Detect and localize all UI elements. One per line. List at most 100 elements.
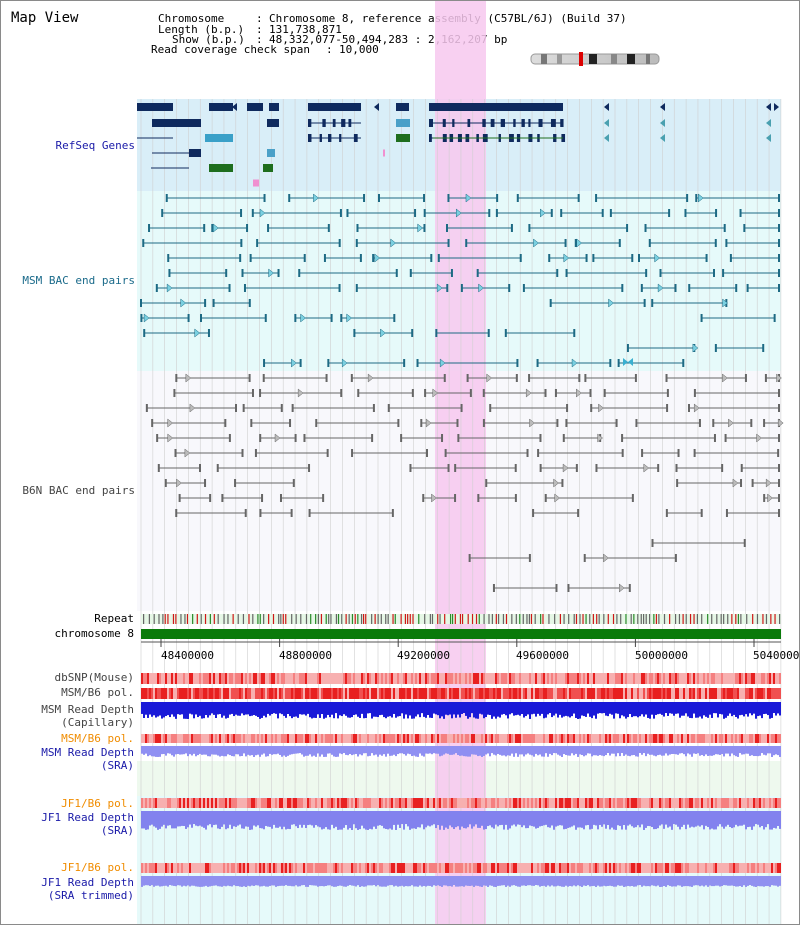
polymorphism-cell bbox=[339, 673, 341, 684]
polymorphism-cell bbox=[321, 734, 323, 743]
read-depth-bar bbox=[185, 702, 187, 719]
track-label-msm-b6-pol-1[interactable]: MSM/B6 pol. bbox=[61, 686, 134, 699]
polymorphism-cell bbox=[619, 734, 621, 743]
polymorphism-cell bbox=[521, 688, 523, 699]
read-depth-bar bbox=[309, 876, 311, 886]
read-depth-bar bbox=[339, 811, 341, 830]
polymorphism-cell bbox=[641, 863, 643, 873]
read-depth-bar bbox=[537, 702, 539, 714]
polymorphism-cell bbox=[387, 734, 389, 743]
polymorphism-cell bbox=[481, 673, 483, 684]
polymorphism-cell bbox=[493, 734, 495, 743]
read-depth-bar bbox=[227, 746, 229, 755]
read-depth-bar bbox=[347, 746, 349, 756]
polymorphism-cell bbox=[435, 734, 437, 743]
polymorphism-cell bbox=[533, 688, 535, 699]
track-label-repeat[interactable]: Repeat bbox=[94, 612, 134, 625]
polymorphism-cell bbox=[247, 863, 249, 873]
triangle-arrow-icon bbox=[425, 418, 432, 428]
polymorphism-cell bbox=[333, 673, 335, 684]
repeat-element bbox=[424, 614, 426, 624]
polymorphism-cell bbox=[739, 798, 741, 808]
read-depth-bar bbox=[363, 702, 365, 719]
track-label-jf1-b6-pol-2[interactable]: JF1/B6 pol. bbox=[61, 861, 134, 874]
track-label-refseq[interactable]: RefSeq Genes bbox=[55, 139, 135, 152]
read-depth-bar bbox=[437, 811, 439, 826]
read-depth-bar bbox=[461, 811, 463, 827]
polymorphism-cell bbox=[687, 688, 689, 699]
read-depth-bar bbox=[333, 811, 335, 829]
track-label-msm-depth-cap-1[interactable]: MSM Read Depth bbox=[41, 703, 134, 716]
read-depth-bar bbox=[229, 811, 231, 825]
read-depth-bar bbox=[499, 702, 501, 718]
read-depth-bar bbox=[175, 746, 177, 755]
polymorphism-cell bbox=[405, 863, 407, 873]
read-depth-bar bbox=[207, 746, 209, 757]
repeat-element bbox=[663, 614, 666, 624]
polymorphism-cell bbox=[613, 863, 615, 873]
polymorphism-cell bbox=[717, 734, 719, 743]
gene-exon bbox=[308, 119, 312, 127]
read-depth-bar bbox=[355, 876, 357, 887]
read-depth-bar bbox=[531, 876, 533, 886]
read-depth-bar bbox=[209, 811, 211, 825]
bac-end-tick bbox=[262, 374, 265, 382]
read-depth-bar bbox=[707, 746, 709, 756]
polymorphism-cell bbox=[761, 734, 763, 743]
read-depth-bar bbox=[579, 702, 581, 719]
read-depth-bar bbox=[757, 702, 759, 717]
polymorphism-cell bbox=[595, 688, 597, 699]
repeat-element bbox=[696, 614, 699, 624]
read-depth-bar bbox=[257, 811, 259, 826]
triangle-arrow-icon bbox=[598, 403, 604, 413]
bac-end-tick bbox=[698, 419, 701, 427]
read-depth-bar bbox=[699, 746, 701, 756]
polymorphism-cell bbox=[567, 798, 569, 808]
polymorphism-cell bbox=[243, 673, 245, 684]
polymorphism-cell bbox=[719, 673, 721, 684]
read-depth-bar bbox=[629, 702, 631, 715]
track-label-dbsnp[interactable]: dbSNP(Mouse) bbox=[54, 671, 134, 684]
read-depth-bar bbox=[557, 702, 559, 718]
polymorphism-cell bbox=[401, 863, 403, 873]
track-label-msm-bac[interactable]: MSM BAC end pairs bbox=[22, 274, 135, 287]
track-label-jf1-depth-sra-1[interactable]: JF1 Read Depth bbox=[41, 811, 134, 824]
polymorphism-cell bbox=[737, 798, 739, 808]
read-depth-bar bbox=[217, 702, 219, 715]
polymorphism-cell bbox=[709, 863, 711, 873]
read-depth-bar bbox=[767, 702, 769, 716]
bac-end-tick bbox=[595, 464, 598, 472]
track-label-jf1-depth-trim-1[interactable]: JF1 Read Depth bbox=[41, 876, 134, 889]
read-depth-bar bbox=[183, 746, 185, 755]
read-depth-bar bbox=[639, 702, 641, 717]
triangle-arrow-icon bbox=[432, 388, 439, 398]
polymorphism-cell bbox=[251, 798, 253, 808]
polymorphism-cell bbox=[457, 734, 459, 743]
polymorphism-cell bbox=[177, 798, 179, 808]
read-depth-bar bbox=[617, 746, 619, 754]
read-depth-bar bbox=[325, 702, 327, 718]
polymorphism-cell bbox=[205, 863, 207, 873]
read-depth-bar bbox=[761, 876, 763, 887]
bac-end-tick bbox=[267, 224, 270, 232]
read-depth-bar bbox=[443, 702, 445, 719]
polymorphism-cell bbox=[371, 734, 373, 743]
read-depth-bar bbox=[389, 876, 391, 886]
polymorphism-cell bbox=[347, 734, 349, 743]
track-label-msm-b6-pol-2[interactable]: MSM/B6 pol. bbox=[61, 732, 134, 745]
read-depth-bar bbox=[485, 702, 487, 718]
read-depth-bar bbox=[769, 702, 771, 719]
track-label-b6n-bac[interactable]: B6N BAC end pairs bbox=[22, 484, 135, 497]
read-depth-bar bbox=[269, 702, 271, 716]
track-label-chromosome[interactable]: chromosome 8 bbox=[54, 627, 134, 640]
polymorphism-cell bbox=[751, 688, 753, 699]
polymorphism-cell bbox=[213, 863, 215, 873]
read-depth-bar bbox=[559, 876, 561, 887]
polymorphism-cell bbox=[667, 688, 669, 699]
track-label-msm-depth-sra-1[interactable]: MSM Read Depth bbox=[41, 746, 134, 759]
polymorphism-cell bbox=[551, 734, 553, 743]
track-label-jf1-b6-pol-1[interactable]: JF1/B6 pol. bbox=[61, 797, 134, 810]
triangle-arrow-icon bbox=[604, 119, 609, 127]
polymorphism-cell bbox=[511, 734, 513, 743]
